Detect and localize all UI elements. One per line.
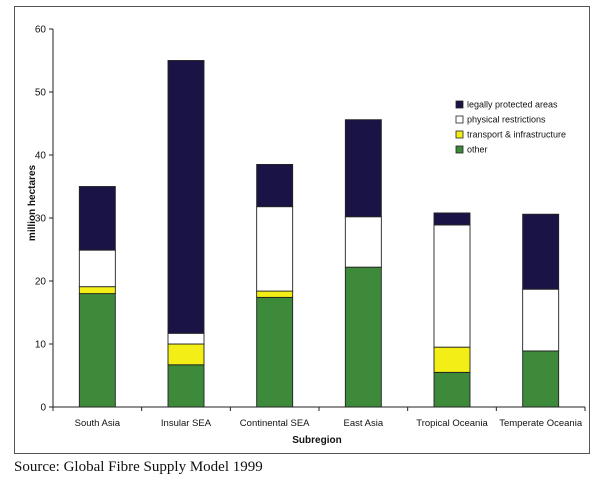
bar-stack [344,119,382,408]
bar-segment [522,288,560,352]
chart-frame: million hectares Subregion 0 10 20 30 40 50 60… [14,6,590,454]
bar-stack [433,212,471,408]
stacked-bar-chart: million hectares Subregion 0 10 20 30 40 50 60… [27,25,586,446]
bar-segment [78,286,116,295]
legend-swatch [455,115,464,124]
legend-label: legally protected areas [467,100,558,110]
legend-swatch [455,100,464,109]
axes: 0 10 20 30 40 50 60 South Asia Insular SEA Contin… [35,25,586,429]
bar-segment [344,216,382,268]
bar-stack [167,60,205,408]
bar-segment [256,290,294,298]
x-tick-label: Tropical Oceania [416,418,488,429]
x-tick-label: Temperate Oceania [499,418,583,429]
bar-segment [433,212,471,226]
x-axis-label: Subregion [292,435,341,446]
bar-segment [256,296,294,408]
legend-label: transport & infrastructure [467,130,566,140]
legend-box [450,95,580,161]
bar-segment [256,163,294,208]
legend-label: physical restrictions [467,115,546,125]
bar-segment [433,371,471,408]
y-tick-label: 60 [35,25,47,36]
bar-segment [167,364,205,408]
bar-segment [167,60,205,334]
bar-stack [78,186,116,408]
legend: legally protected areas physical restrict… [450,95,580,161]
bar-segment [78,249,116,288]
bar-segment [78,293,116,408]
bar-segment [167,332,205,345]
bar-segment [433,224,471,348]
y-tick-label: 30 [35,214,47,225]
bar-segment [344,266,382,408]
bar-segment [522,350,560,408]
bars [78,60,560,408]
y-tick-label: 50 [35,88,47,99]
y-tick-label: 40 [35,151,47,162]
bar-segment [522,213,560,290]
legend-label: other [467,145,488,155]
bar-stack [522,213,560,408]
y-tick-label: 20 [35,277,47,288]
source-note: Source: Global Fibre Supply Model 1999 [14,459,263,475]
legend-swatch [455,145,464,154]
x-tick-label: East Asia [344,418,384,429]
bar-segment [78,186,116,251]
bar-segment [433,346,471,373]
x-tick-label: South Asia [75,418,121,429]
bar-stack [256,163,294,408]
y-axis-label: million hectares [27,164,38,241]
y-tick-label: 10 [35,340,47,351]
bar-segment [344,119,382,218]
x-tick-label: Continental SEA [240,418,310,429]
bar-segment [256,206,294,292]
legend-swatch [455,130,464,139]
bar-segment [167,343,205,366]
y-tick-label: 0 [40,403,46,414]
x-tick-label: Insular SEA [161,418,212,429]
